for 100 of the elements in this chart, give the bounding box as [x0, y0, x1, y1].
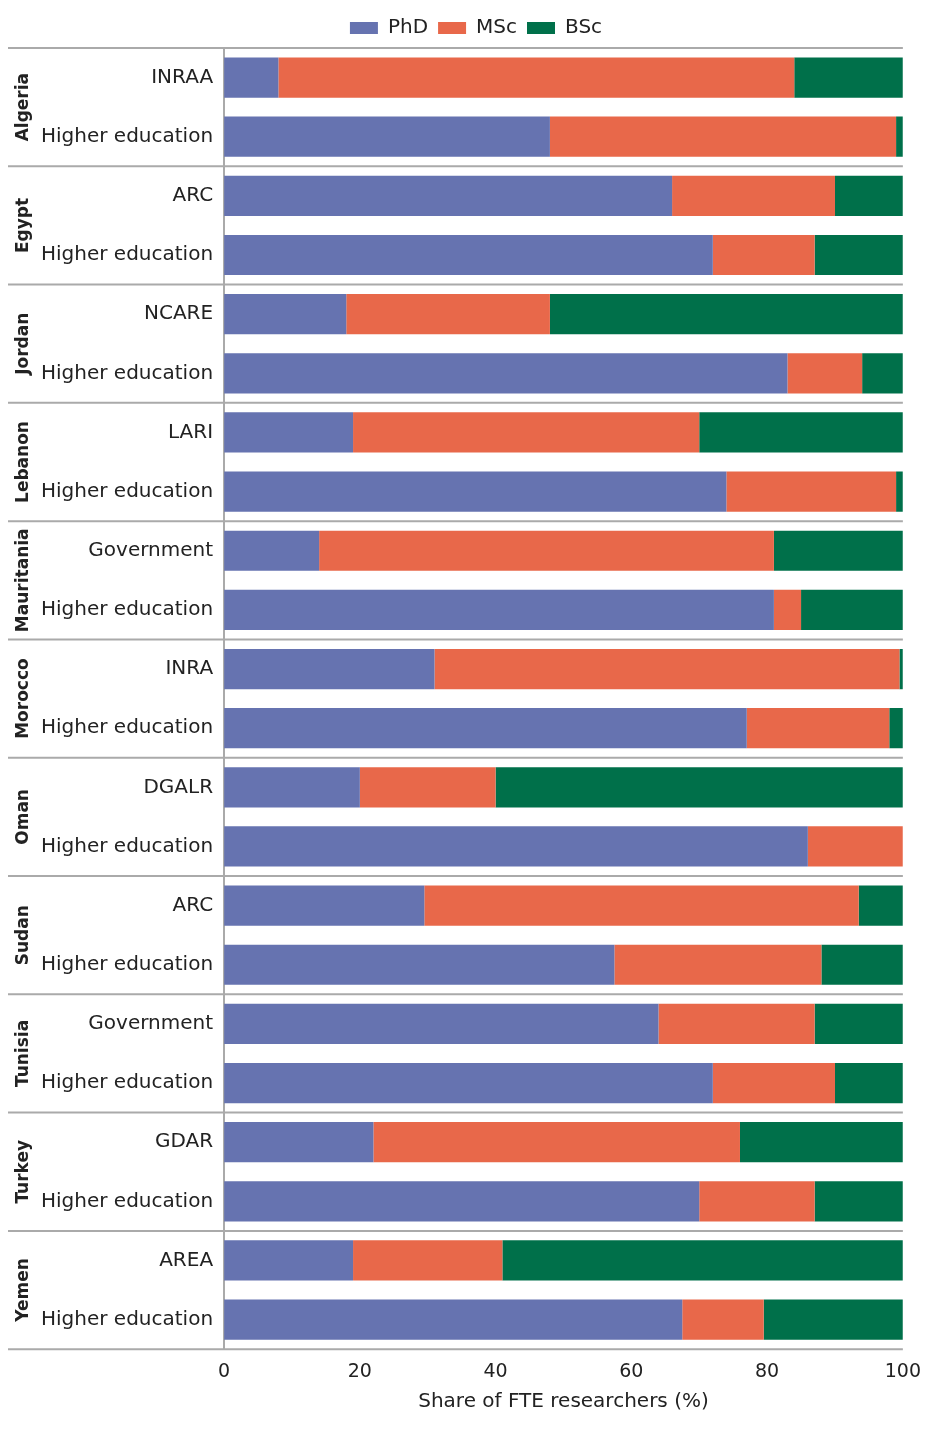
text: Egypt	[12, 197, 33, 254]
y-tick-label: INRAA	[151, 63, 214, 88]
x-tick-label: 100	[884, 1358, 921, 1381]
y-tick-label: Higher education	[41, 596, 214, 621]
bar	[699, 1181, 815, 1222]
bar	[224, 885, 425, 926]
y-tick-label: Government	[88, 1010, 214, 1035]
bar	[896, 471, 903, 512]
y-tick-label: ARC	[172, 182, 214, 207]
x-tick-label: 0	[218, 1358, 231, 1381]
y-tick-label: Higher education	[41, 1187, 214, 1212]
bar	[549, 116, 897, 157]
bar	[801, 589, 903, 630]
x-tick-label: 20	[347, 1358, 372, 1381]
bar	[224, 57, 279, 98]
bar	[346, 294, 550, 335]
bar	[794, 57, 903, 98]
bar	[224, 648, 435, 690]
text: Yemen	[12, 1258, 33, 1323]
bar	[353, 1240, 503, 1281]
y-tick-label: Higher education	[41, 1305, 214, 1330]
text: Turkey	[12, 1139, 33, 1204]
bar	[549, 294, 903, 335]
bar	[712, 234, 815, 276]
y-tick-label: NCARE	[143, 300, 214, 325]
bar	[224, 471, 727, 512]
x-tick-label: 80	[755, 1358, 780, 1381]
bar	[814, 234, 903, 276]
bar	[278, 57, 795, 98]
bar	[834, 1062, 903, 1104]
bar	[834, 175, 903, 216]
bar	[814, 1003, 903, 1045]
bar	[712, 1062, 835, 1104]
bar	[682, 1299, 764, 1340]
bar	[699, 412, 903, 453]
bar	[726, 471, 897, 512]
x-axis-title: Share of FTE researchers (%)	[418, 1388, 709, 1413]
bar	[373, 1122, 740, 1163]
y-tick-label: Higher education	[41, 122, 214, 147]
bar	[224, 175, 673, 216]
bar	[773, 530, 903, 571]
bar	[224, 530, 320, 571]
y-tick-label: ARC	[172, 891, 214, 916]
bar	[224, 412, 354, 453]
y-tick-label: Higher education	[41, 241, 214, 266]
legend-label: MSc	[476, 14, 518, 39]
legend-label: PhD	[387, 14, 429, 39]
bar	[858, 885, 903, 926]
y-tick-label: Government	[88, 536, 214, 561]
y-tick-label: Higher education	[41, 832, 214, 857]
y-tick-label: Higher education	[41, 714, 214, 739]
bar	[224, 1003, 659, 1045]
text: Oman	[12, 789, 33, 845]
bar	[862, 353, 903, 394]
bar	[495, 767, 903, 808]
bar	[224, 1299, 683, 1340]
bar	[359, 767, 496, 808]
y-tick-label: GDAR	[154, 1128, 214, 1153]
text: Lebanon	[12, 421, 33, 503]
bar	[614, 944, 822, 985]
bar	[763, 1299, 903, 1340]
x-tick-label: 60	[619, 1358, 644, 1381]
y-tick-label: Higher education	[41, 950, 214, 975]
y-tick-label: Higher education	[41, 1069, 214, 1094]
bar	[224, 1122, 374, 1163]
bar	[224, 589, 774, 630]
text: Morocco	[12, 658, 33, 739]
bar	[889, 708, 903, 749]
y-tick-label: INRA	[165, 655, 214, 680]
y-tick-label: Higher education	[41, 477, 214, 502]
bar	[814, 1181, 903, 1222]
bar	[773, 589, 802, 630]
text: Jordan	[12, 312, 33, 376]
bar	[502, 1240, 903, 1281]
y-tick-label: Higher education	[41, 359, 214, 384]
text: Sudan	[12, 905, 33, 966]
x-tick-label: 40	[483, 1358, 508, 1381]
bar	[658, 1003, 815, 1045]
y-tick-label: LARI	[168, 418, 214, 443]
bar	[224, 1240, 354, 1281]
bar	[353, 412, 700, 453]
text: Algeria	[12, 72, 33, 142]
bar	[319, 530, 774, 571]
bar	[746, 708, 890, 749]
bar	[672, 175, 835, 216]
bar	[224, 1181, 700, 1222]
y-tick-label: AREA	[159, 1246, 214, 1271]
bar	[224, 708, 747, 749]
bar	[224, 767, 360, 808]
bar	[224, 234, 713, 276]
bar	[434, 648, 900, 690]
bar	[224, 294, 347, 335]
bar	[424, 885, 859, 926]
bar	[224, 944, 615, 985]
text: Tunisia	[12, 1019, 33, 1088]
text: Mauritania	[12, 528, 33, 633]
bar	[807, 826, 903, 867]
bar	[739, 1122, 903, 1163]
legend-label: BSc	[565, 14, 603, 39]
bar	[224, 116, 550, 157]
